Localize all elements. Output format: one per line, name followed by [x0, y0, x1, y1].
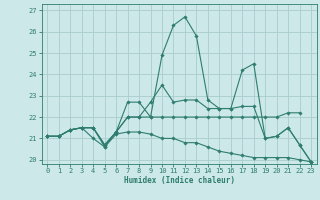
X-axis label: Humidex (Indice chaleur): Humidex (Indice chaleur) — [124, 176, 235, 185]
